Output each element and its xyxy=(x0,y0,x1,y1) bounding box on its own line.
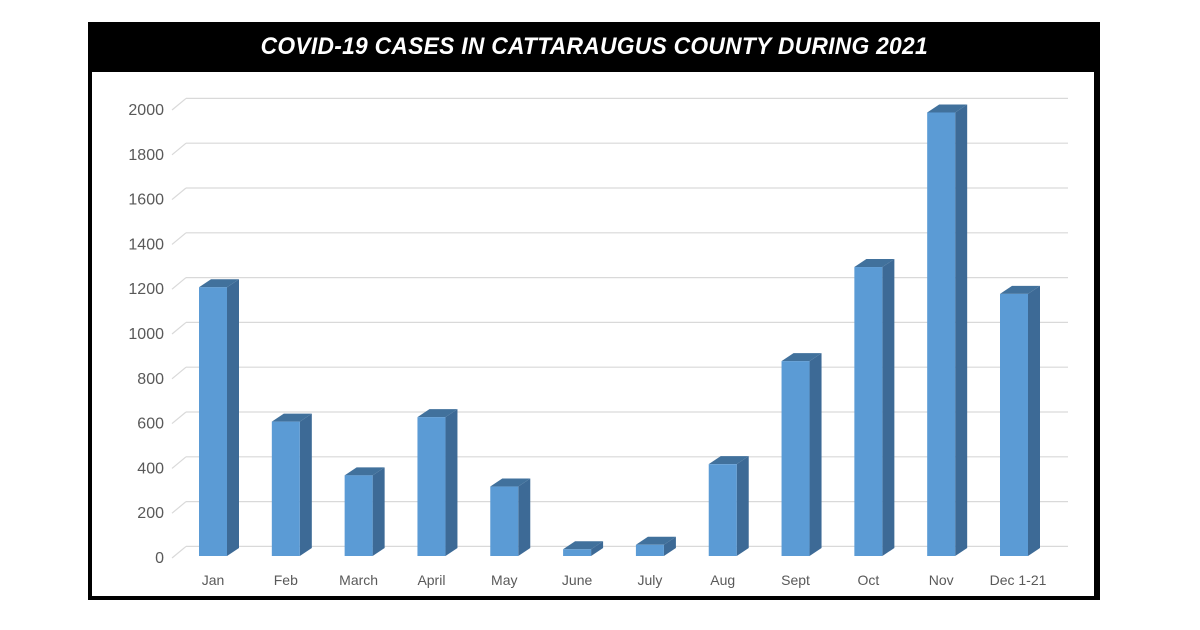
gridline xyxy=(171,232,1068,245)
x-category-label: Nov xyxy=(929,572,954,588)
x-category-label: Oct xyxy=(857,572,879,588)
x-category-label: Dec 1-21 xyxy=(990,572,1047,588)
bar-nov xyxy=(927,104,968,557)
y-tick-label: 1200 xyxy=(128,281,164,298)
gridline xyxy=(171,456,1068,469)
x-category-label: June xyxy=(562,572,593,588)
gridline xyxy=(171,545,1068,559)
bar-feb xyxy=(271,413,312,556)
bar-chart: 0 200 400 600 800 1000 1200 1400 1600 1800 2000 Jan… xyxy=(128,97,1068,588)
bar-april xyxy=(417,409,458,556)
y-tick-label: 200 xyxy=(137,505,164,522)
bar-may xyxy=(490,478,531,556)
x-category-label: July xyxy=(637,572,662,588)
y-tick-label: 1000 xyxy=(128,326,164,343)
bar-june xyxy=(563,541,604,556)
bar-jan xyxy=(199,279,239,556)
chart-title: COVID-19 CASES IN CATTARAUGUS COUNTY DUR… xyxy=(260,33,928,60)
gridline xyxy=(171,277,1068,290)
y-tick-label: 2000 xyxy=(128,102,164,119)
gridline xyxy=(171,187,1068,201)
x-category-label: Aug xyxy=(710,572,735,588)
y-tick-label: 1600 xyxy=(128,192,164,209)
x-category-label: March xyxy=(339,572,378,588)
x-category-label: Feb xyxy=(274,572,298,588)
y-tick-label: 1400 xyxy=(128,236,164,253)
y-tick-label: 1800 xyxy=(128,147,164,164)
gridline xyxy=(171,501,1068,514)
gridline xyxy=(171,142,1068,156)
bar-sept xyxy=(781,353,822,556)
x-category-label: May xyxy=(491,572,517,588)
y-tick-label: 800 xyxy=(137,371,164,388)
x-category-label: Jan xyxy=(202,572,225,588)
bar-july xyxy=(635,536,676,556)
gridline xyxy=(171,97,1068,111)
bar-march xyxy=(344,467,385,556)
y-tick-label: 600 xyxy=(137,416,164,433)
bar-oct xyxy=(854,259,895,556)
plot-area: 0 200 400 600 800 1000 1200 1400 1600 1800 2000 Jan… xyxy=(92,72,1094,596)
bar-aug xyxy=(708,456,749,556)
chart-frame: COVID-19 CASES IN CATTARAUGUS COUNTY DUR… xyxy=(88,22,1100,600)
gridline xyxy=(171,411,1068,425)
gridline xyxy=(171,366,1068,380)
gridline xyxy=(171,321,1068,335)
y-tick-label: 0 xyxy=(155,550,164,567)
y-tick-label: 400 xyxy=(137,460,164,477)
x-category-label: Sept xyxy=(781,572,810,588)
title-bar: COVID-19 CASES IN CATTARAUGUS COUNTY DUR… xyxy=(88,22,1100,72)
bar-dec-1-21 xyxy=(1000,285,1040,556)
x-category-label: April xyxy=(417,572,445,588)
